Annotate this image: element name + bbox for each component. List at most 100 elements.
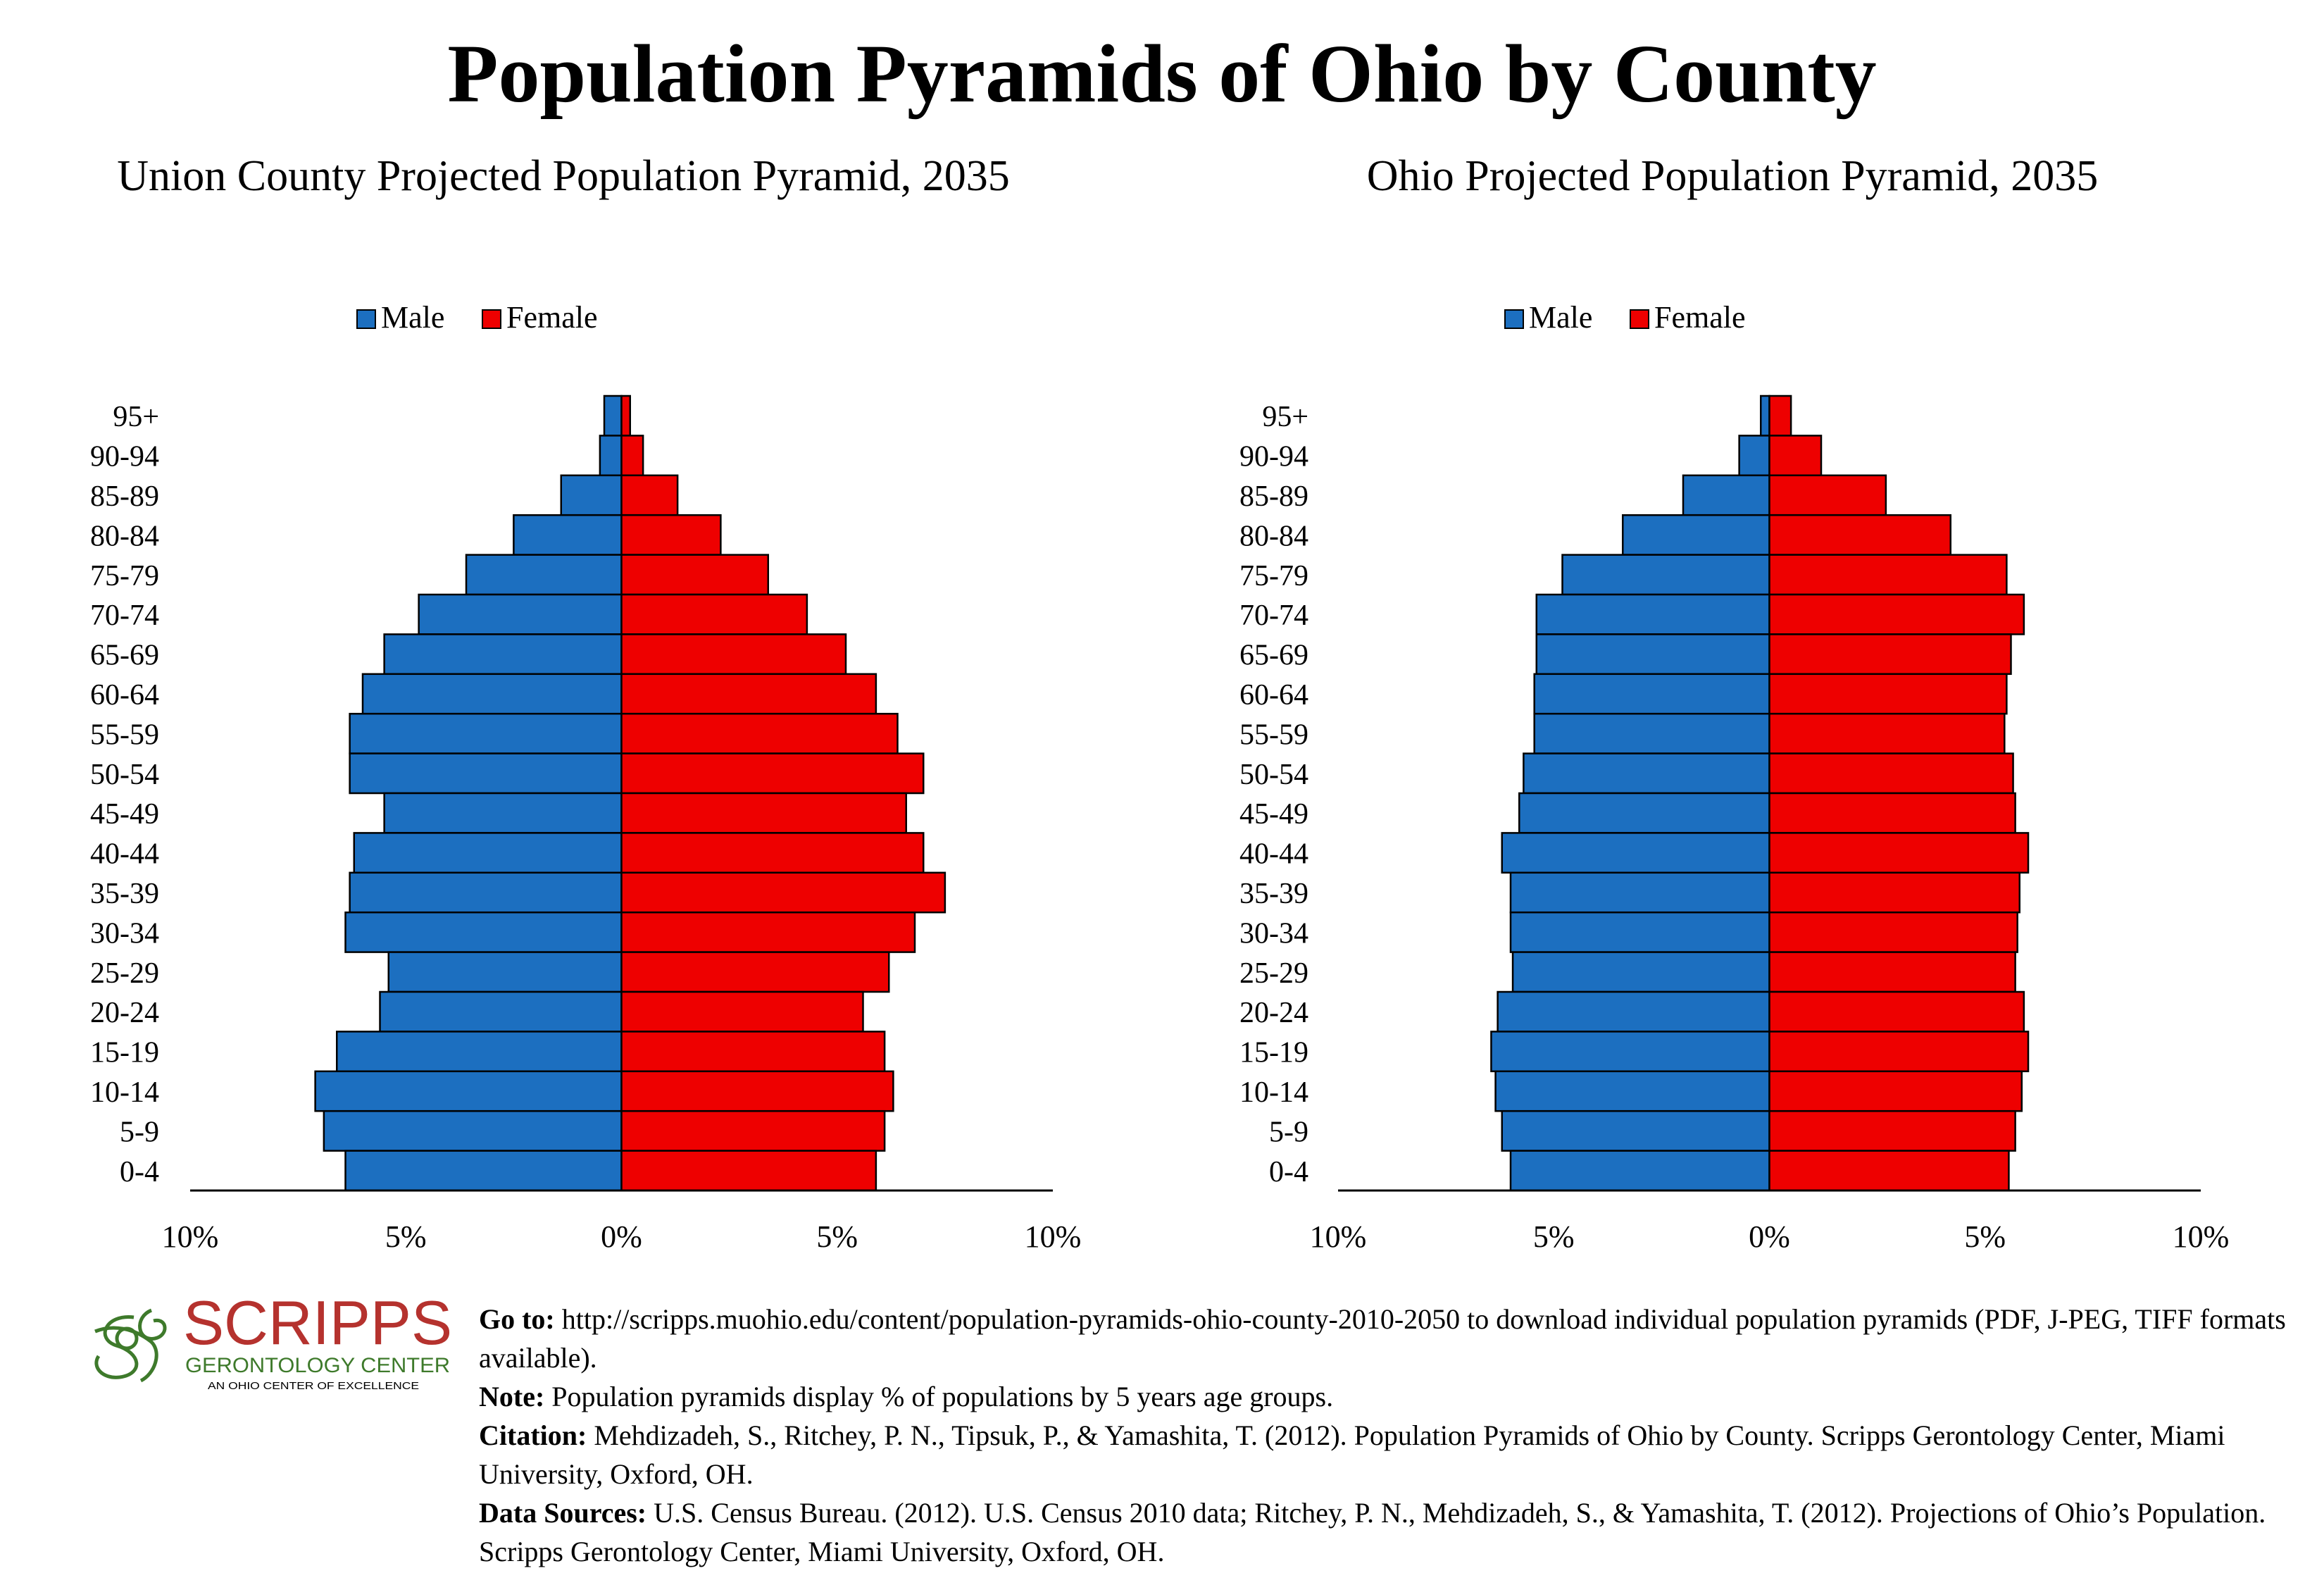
union-age-label: 65-69	[90, 640, 159, 672]
ohio-pyramid-chart: 95+ 90-94 85-89 80-84 75-79 70-74 65-69 60-64 55…	[1239, 300, 2229, 1254]
ohio-legend-male-label: Male	[1529, 300, 1592, 335]
union-male-bar	[349, 752, 623, 795]
ohio-female-bar	[1768, 1110, 2016, 1152]
union-age-label: 40-44	[90, 838, 159, 871]
union-x-tick-label: 0%	[601, 1219, 642, 1254]
ohio-age-label: 20-24	[1239, 997, 1308, 1029]
ohio-age-label: 60-64	[1239, 679, 1308, 711]
union-male-bar	[603, 394, 623, 437]
scripps-logo: SCRIPPS GERONTOLOGY CENTER AN OHIO CENTE…	[85, 1288, 458, 1402]
ohio-age-label: 15-19	[1239, 1037, 1308, 1069]
ohio-female-bar	[1768, 394, 1792, 437]
ohio-age-label: 90-94	[1239, 441, 1308, 473]
union-age-label: 90-94	[90, 441, 159, 473]
ohio-female-bar	[1768, 712, 2006, 754]
union-age-label: 20-24	[90, 997, 159, 1029]
union-female-bar	[620, 593, 808, 635]
ohio-female-bar	[1768, 435, 1823, 477]
sources-text: U.S. Census Bureau. (2012). U.S. Census …	[479, 1497, 2266, 1567]
ohio-age-label: 5-9	[1269, 1116, 1308, 1148]
union-male-bar	[383, 792, 623, 834]
ohio-age-label: 10-14	[1239, 1076, 1308, 1109]
ohio-male-bar	[1509, 871, 1770, 914]
ohio-male-bar	[1561, 554, 1770, 596]
ohio-male-bar	[1501, 832, 1770, 874]
logo-name: SCRIPPS	[183, 1289, 452, 1357]
ohio-x-tick-label: 10%	[1310, 1219, 1367, 1254]
ohio-x-tick-label: 5%	[1964, 1219, 2006, 1254]
ohio-female-bar	[1768, 832, 2030, 874]
ohio-age-label: 55-59	[1239, 719, 1308, 751]
union-x-tick-label: 10%	[1025, 1219, 1082, 1254]
union-age-label: 70-74	[90, 599, 159, 632]
union-male-bar	[599, 435, 623, 477]
ohio-male-bar	[1497, 990, 1770, 1033]
ohio-female-bar	[1768, 1070, 2023, 1112]
note-line: Note: Population pyramids display % of p…	[479, 1377, 2310, 1416]
ohio-male-bar	[1518, 792, 1770, 834]
ohio-age-label: 40-44	[1239, 838, 1308, 871]
union-male-bar	[465, 554, 623, 596]
union-age-label: 75-79	[90, 560, 159, 592]
ohio-male-bar	[1760, 394, 1770, 437]
union-female-bar	[620, 435, 644, 477]
ohio-age-label: 65-69	[1239, 640, 1308, 672]
logo-tagline: AN OHIO CENTER OF EXCELLENCE	[208, 1380, 419, 1392]
ohio-x-tick-label: 10%	[2173, 1219, 2230, 1254]
union-male-bar	[349, 712, 623, 754]
union-female-bar	[620, 911, 916, 953]
ohio-legend: Male Female	[1504, 300, 1746, 335]
union-male-bar	[344, 911, 623, 953]
ohio-male-bar	[1494, 1070, 1770, 1112]
union-female-bar	[620, 554, 769, 596]
union-female-bar	[620, 792, 907, 834]
union-male-bar	[314, 1070, 623, 1112]
union-male-bar	[353, 832, 623, 874]
ohio-female-bar	[1768, 911, 2018, 953]
union-age-label: 45-49	[90, 798, 159, 831]
ohio-age-label: 95+	[1262, 401, 1308, 433]
ohio-male-bar	[1509, 911, 1770, 953]
union-age-label: 5-9	[120, 1116, 159, 1148]
union-legend: Male Female	[356, 300, 598, 335]
scripps-swirl-icon	[94, 1308, 167, 1383]
ohio-age-label: 85-89	[1239, 480, 1308, 513]
ohio-female-bar	[1768, 792, 2016, 834]
ohio-age-label: 30-34	[1239, 917, 1308, 950]
sources-line: Data Sources: U.S. Census Bureau. (2012)…	[479, 1493, 2310, 1571]
union-female-bar	[620, 1031, 886, 1073]
union-legend-female-label: Female	[506, 300, 598, 335]
ohio-male-bar	[1511, 951, 1770, 993]
union-female-bar	[620, 752, 925, 795]
union-male-bar	[383, 633, 623, 676]
ohio-male-bar	[1622, 514, 1770, 556]
union-female-bar	[620, 514, 722, 556]
union-legend-female-swatch	[482, 309, 501, 329]
ohio-female-bar	[1768, 554, 2008, 596]
union-x-tick-label: 10%	[162, 1219, 219, 1254]
note-text: Population pyramids display % of populat…	[551, 1381, 1334, 1412]
union-age-label: 80-84	[90, 520, 159, 552]
union-male-bar	[560, 474, 623, 516]
union-age-label: 50-54	[90, 759, 159, 791]
union-female-bar	[620, 1110, 886, 1152]
union-male-bar	[361, 673, 623, 715]
union-age-label: 95+	[113, 401, 159, 433]
ohio-female-bar	[1768, 951, 2016, 993]
union-female-bar	[620, 951, 890, 993]
union-female-bar	[620, 633, 847, 676]
ohio-legend-female-swatch	[1630, 309, 1649, 329]
union-pyramid-chart: 95+ 90-94 85-89 80-84 75-79 70-74 65-69 60-64 55…	[90, 300, 1081, 1254]
union-male-bar	[387, 951, 623, 993]
union-age-label: 60-64	[90, 679, 159, 711]
union-female-bar	[620, 673, 877, 715]
ohio-age-label: 25-29	[1239, 957, 1308, 990]
ohio-male-bar	[1535, 633, 1770, 676]
ohio-age-label: 35-39	[1239, 878, 1308, 910]
union-age-label: 85-89	[90, 480, 159, 513]
union-age-label: 25-29	[90, 957, 159, 990]
ohio-age-label: 45-49	[1239, 798, 1308, 831]
ohio-age-label: 50-54	[1239, 759, 1308, 791]
citation-text: Mehdizadeh, S., Ritchey, P. N., Tipsuk, …	[479, 1419, 2225, 1490]
ohio-chart-title: Ohio Projected Population Pyramid, 2035	[1366, 152, 2099, 200]
